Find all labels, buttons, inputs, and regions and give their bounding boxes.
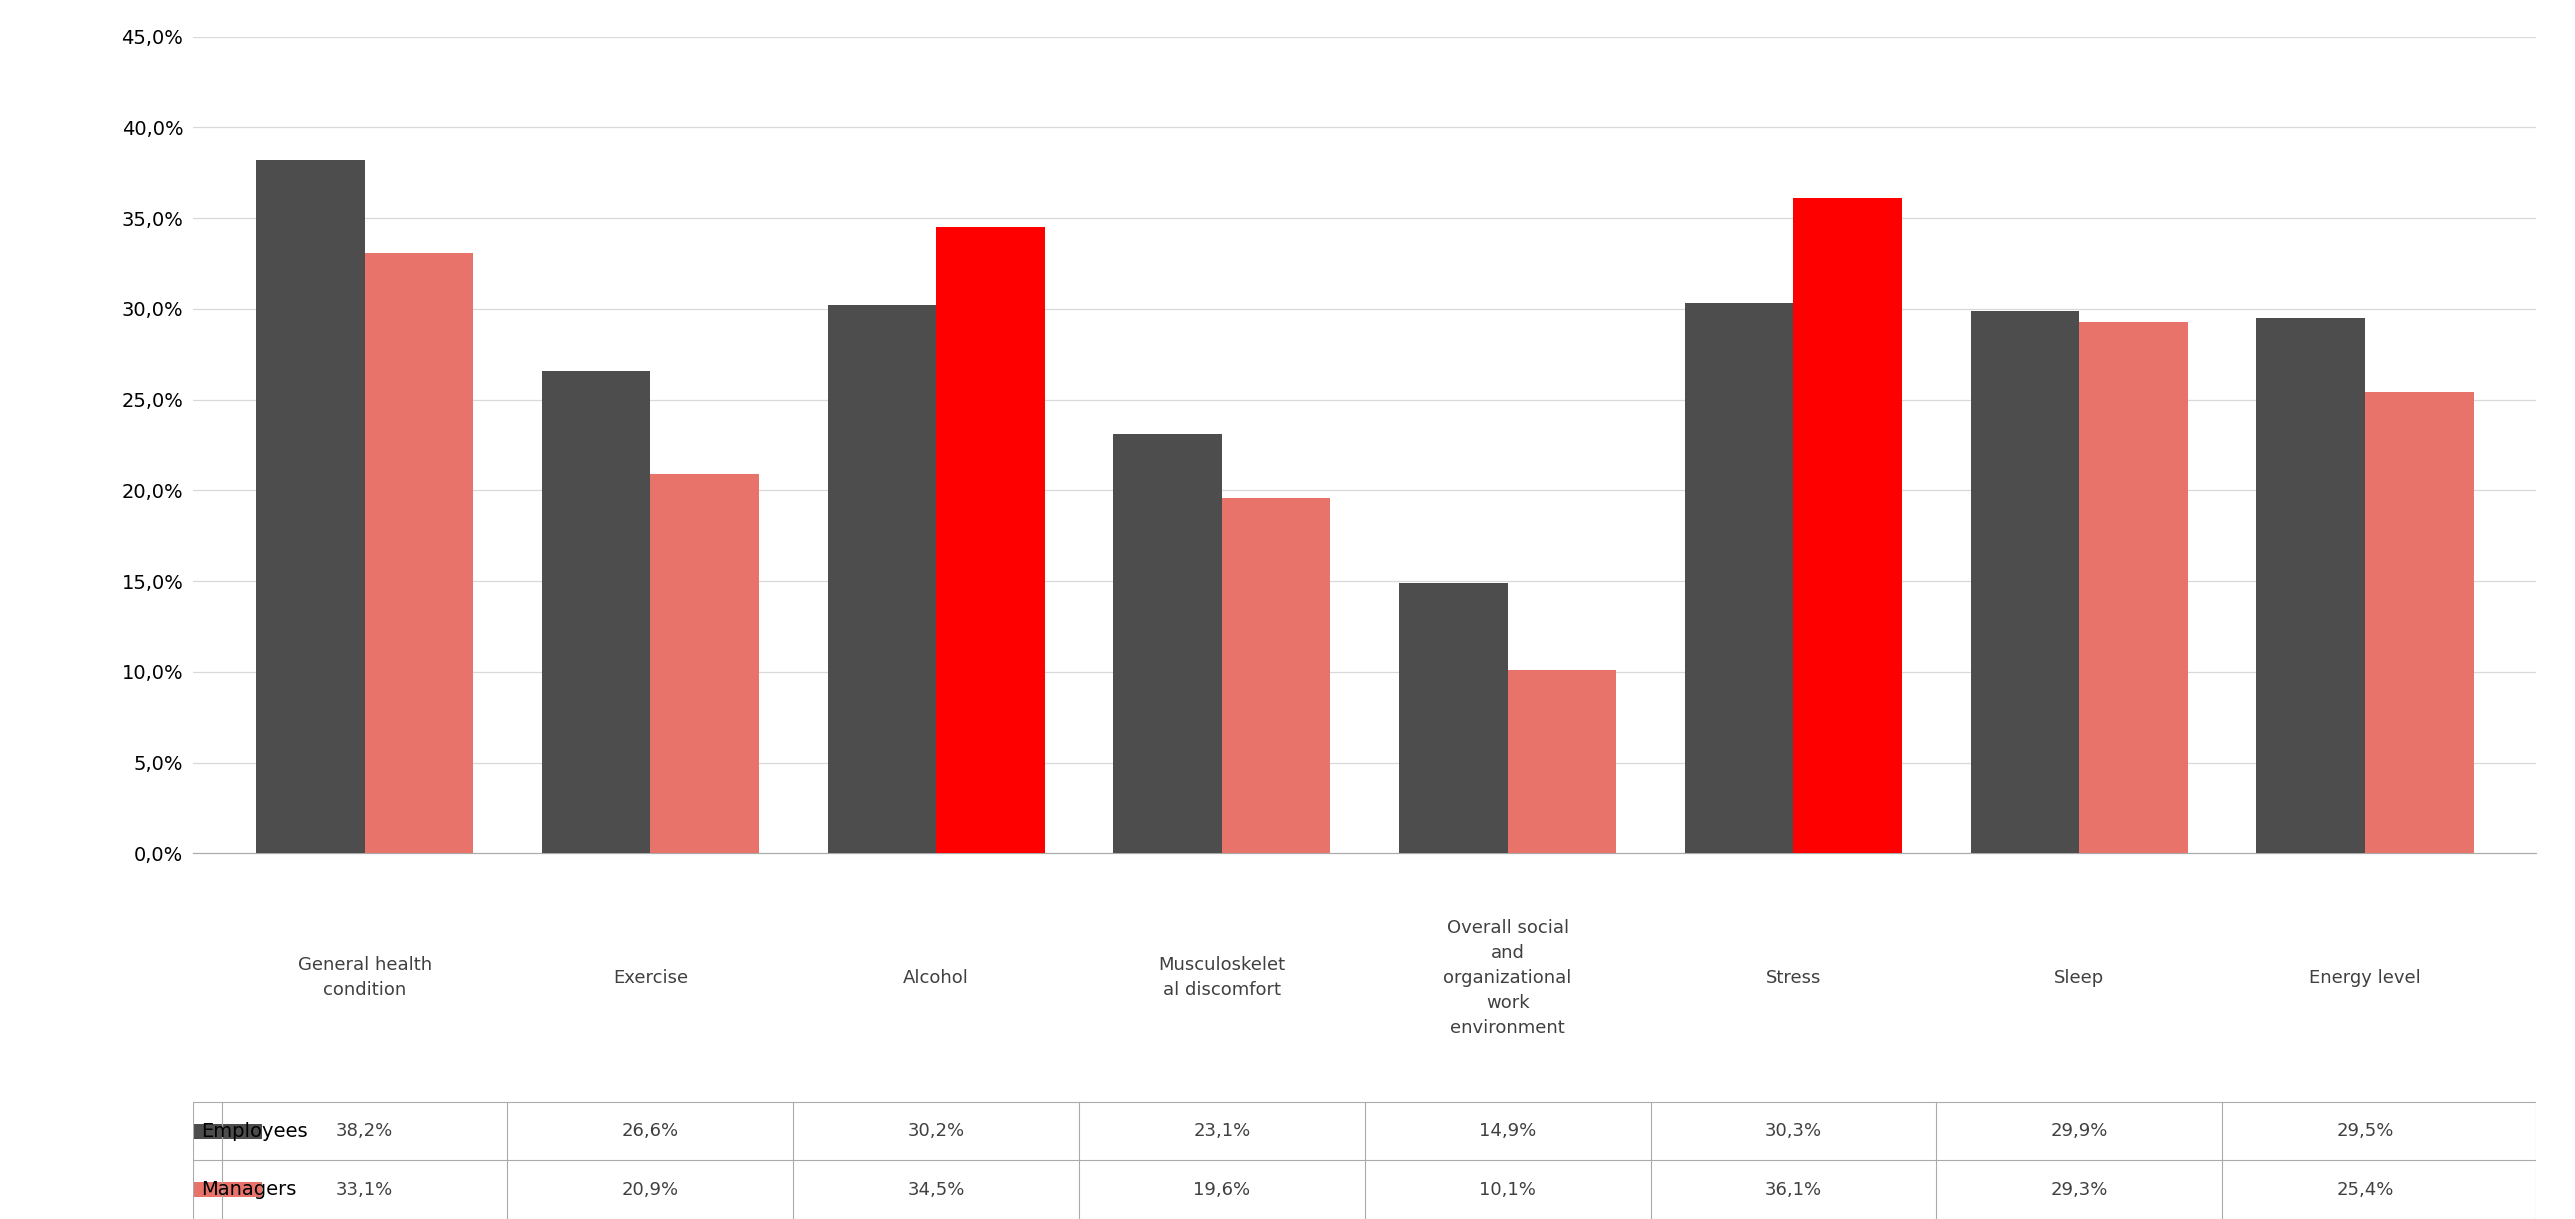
Text: Managers: Managers <box>201 1180 296 1199</box>
Text: Energy level: Energy level <box>2310 969 2420 986</box>
Text: 30,3%: 30,3% <box>1764 1123 1823 1140</box>
Text: 36,1%: 36,1% <box>1764 1181 1823 1198</box>
Bar <box>2256 318 2364 853</box>
Text: Alcohol: Alcohol <box>904 969 968 986</box>
Text: Musculoskelet
al discomfort: Musculoskelet al discomfort <box>1159 956 1285 1000</box>
Text: 29,3%: 29,3% <box>2050 1181 2109 1198</box>
Text: General health
condition: General health condition <box>299 956 433 1000</box>
Text: Sleep: Sleep <box>2055 969 2104 986</box>
Bar <box>366 252 474 853</box>
Bar <box>2078 322 2189 853</box>
Text: 33,1%: 33,1% <box>335 1181 394 1198</box>
Bar <box>1112 434 1223 853</box>
Bar <box>175 1182 263 1197</box>
Bar <box>1684 304 1792 853</box>
Bar <box>827 305 937 853</box>
Text: 20,9%: 20,9% <box>621 1181 680 1198</box>
Bar <box>651 474 760 853</box>
Text: Overall social
and
organizational
work
environment: Overall social and organizational work e… <box>1445 919 1571 1036</box>
Bar <box>2364 393 2475 853</box>
Text: 10,1%: 10,1% <box>1478 1181 1537 1198</box>
Text: 14,9%: 14,9% <box>1478 1123 1537 1140</box>
Bar <box>541 371 651 853</box>
Bar <box>1792 199 1903 853</box>
Text: 23,1%: 23,1% <box>1192 1123 1251 1140</box>
Bar <box>1506 670 1617 853</box>
Bar <box>1970 311 2078 853</box>
Bar <box>175 1124 263 1139</box>
Text: 30,2%: 30,2% <box>906 1123 966 1140</box>
Text: 26,6%: 26,6% <box>621 1123 680 1140</box>
Bar <box>255 160 366 853</box>
Bar <box>937 227 1045 853</box>
Text: 29,9%: 29,9% <box>2050 1123 2109 1140</box>
Text: 34,5%: 34,5% <box>906 1181 966 1198</box>
Text: 38,2%: 38,2% <box>335 1123 394 1140</box>
Text: Employees: Employees <box>201 1121 309 1141</box>
Bar <box>1398 583 1506 853</box>
Text: 25,4%: 25,4% <box>2336 1181 2395 1198</box>
Text: 29,5%: 29,5% <box>2336 1123 2395 1140</box>
Text: 19,6%: 19,6% <box>1192 1181 1251 1198</box>
Bar <box>1223 497 1331 853</box>
Text: Stress: Stress <box>1766 969 1821 986</box>
Text: Exercise: Exercise <box>613 969 688 986</box>
